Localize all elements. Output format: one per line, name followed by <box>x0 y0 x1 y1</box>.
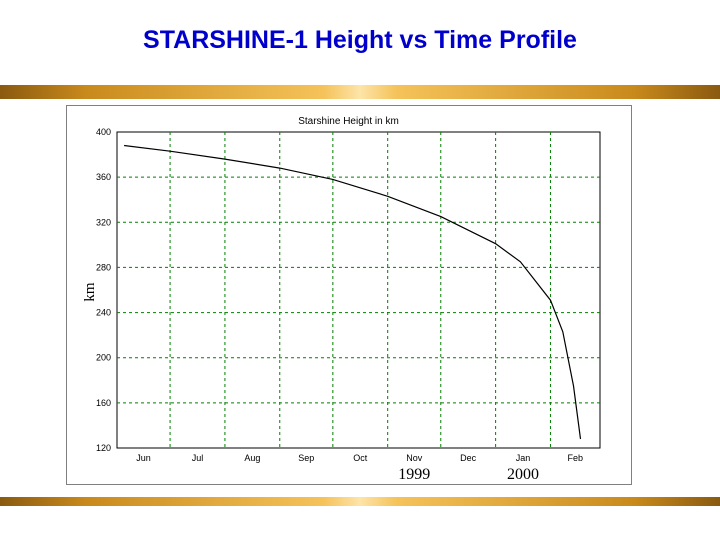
y-tick-label: 280 <box>96 262 111 272</box>
y-tick-label: 320 <box>96 217 111 227</box>
y-tick-label: 240 <box>96 308 111 318</box>
chart-title: Starshine Height in km <box>298 116 399 127</box>
slide-title: STARSHINE-1 Height vs Time Profile <box>143 26 577 54</box>
top-divider-band <box>0 85 720 99</box>
x-tick-label: Oct <box>353 453 368 463</box>
plot-area <box>116 131 601 449</box>
x-tick-label: Jan <box>516 453 531 463</box>
chart-frame <box>66 105 632 485</box>
x-tick-label: Nov <box>406 453 423 463</box>
year-label: 1999 <box>398 466 430 483</box>
bottom-divider-band <box>0 497 720 506</box>
y-axis-label: km <box>82 282 98 302</box>
y-tick-label: 400 <box>96 127 111 137</box>
x-tick-label: Jun <box>136 453 151 463</box>
height-series-line <box>124 144 582 440</box>
y-tick-label: 160 <box>96 398 111 408</box>
y-tick-label: 120 <box>96 443 111 453</box>
x-tick-label: Dec <box>460 453 477 463</box>
x-tick-label: Feb <box>567 453 583 463</box>
year-label: 2000 <box>507 466 539 483</box>
x-tick-label: Sep <box>298 453 314 463</box>
y-tick-label: 360 <box>96 172 111 182</box>
x-tick-label: Jul <box>192 453 204 463</box>
x-tick-label: Aug <box>244 453 260 463</box>
y-tick-label: 200 <box>96 353 111 363</box>
